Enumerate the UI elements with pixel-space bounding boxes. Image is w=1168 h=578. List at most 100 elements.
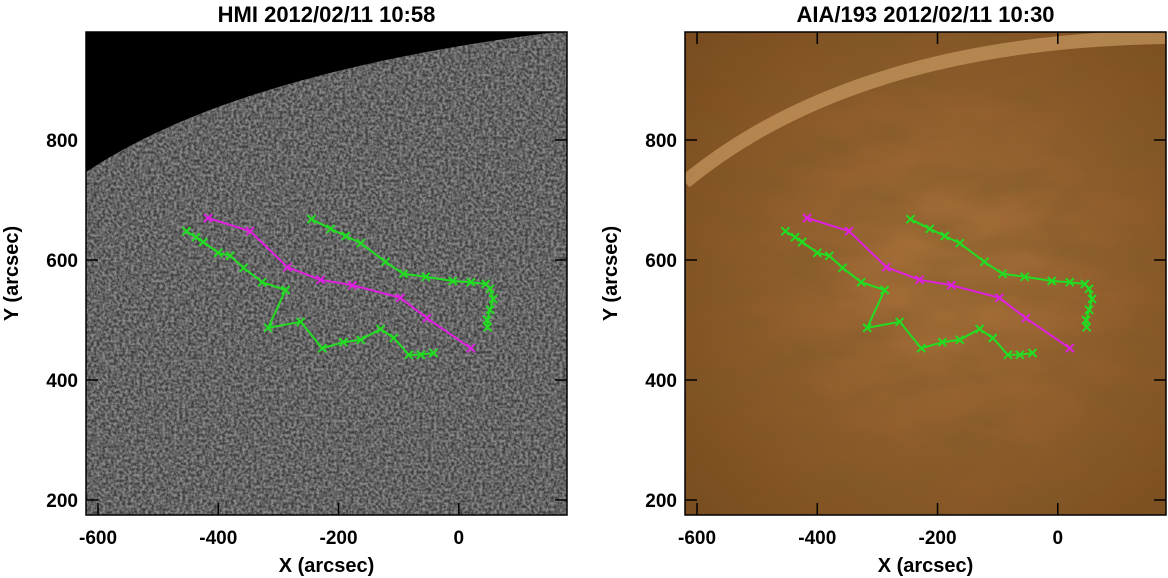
y-tick-label: 400 [46,371,78,392]
trace-marker [824,251,835,261]
image [685,32,1166,515]
y-tick-label: 200 [46,491,78,512]
trace-marker [404,350,414,360]
y-axis-label: Y (arcsec) [1,226,23,321]
trace-marker [879,285,890,295]
trace-marker [1020,272,1030,282]
trace-marker [420,272,431,282]
trace-marker [925,224,935,234]
trace-marker [894,317,905,327]
y-tick-label: 400 [645,371,677,392]
trace-marker [1065,343,1075,353]
trace-marker [1021,313,1031,323]
trace-marker [988,333,998,343]
trace-marker [940,231,950,241]
trace-marker [326,224,336,234]
trace-marker [946,280,957,290]
trace-marker [422,313,432,323]
plot-frame [85,31,568,516]
y-tick-label: 200 [645,491,677,512]
trace-marker [380,257,391,267]
trace-marker [347,280,358,290]
trace-marker [856,277,866,287]
trace-marker [263,323,273,333]
trace-marker [213,248,223,258]
image [86,32,567,515]
chart-title: AIA/193 2012/02/11 10:30 [796,2,1054,27]
trace-marker [1081,322,1092,332]
trace-marker [306,214,317,224]
off-limb [86,32,556,172]
x-tick-label: -200 [919,528,957,549]
y-tick-label: 800 [46,131,78,152]
trace-marker [356,335,366,345]
trace-marker [338,337,349,347]
trace-marker [937,337,948,347]
chart-title: HMI 2012/02/11 10:58 [218,2,436,27]
euv-texture [685,32,1166,515]
trace-marker [844,226,854,236]
trace-marker [1015,350,1025,360]
trace-marker [398,269,409,279]
trace-marker [181,226,192,236]
trace-marker [257,277,267,287]
y-tick-label: 600 [645,251,677,272]
trace-marker [802,213,812,223]
trace-marker [395,293,406,303]
x-tick-label: 0 [453,528,464,549]
trace-marker [466,277,476,287]
trace-marker [356,238,366,248]
x-axis-label: X (arcsec) [279,555,375,577]
x-tick-label: 0 [1052,528,1063,549]
trace-marker [955,335,965,345]
trace-marker [238,263,249,273]
trace-marker [282,262,293,272]
trace-marker [812,248,822,258]
trace-marker [1084,284,1094,294]
x-tick-label: -400 [798,528,836,549]
x-tick-label: -600 [79,528,117,549]
trace-marker [317,343,327,353]
trace-marker [225,251,236,261]
trace-marker [485,284,495,294]
trace-marker [1087,294,1097,304]
trace-marker [994,293,1005,303]
trace-marker [416,350,426,360]
panel: AIA/193 2012/02/11 10:30 X (arcsec) Y (arc… [600,2,1167,577]
trace-marker [448,276,458,286]
trace-marker [295,317,306,327]
trace-marker [1065,277,1075,287]
panel: HMI 2012/02/11 10:58 X (arcsec) Y (arcsec)… [1,2,568,577]
trace-marker [1003,350,1013,360]
trace-marker [837,263,848,273]
trace-marker [797,237,807,247]
trace-marker [979,257,990,267]
trace-marker [955,238,965,248]
y-axis-label: Y (arcsec) [600,226,622,321]
trace-marker [191,232,201,242]
trace-marker [203,213,213,223]
trace-marker [790,232,800,242]
trace-marker [1084,305,1094,315]
x-tick-label: -400 [199,528,237,549]
trace-marker [389,333,399,343]
trace-marker [280,285,291,295]
trace-marker [780,226,791,236]
trace-marker [862,323,872,333]
trace-marker [1027,348,1038,358]
trace-marker [905,214,916,224]
trace-marker [466,343,476,353]
trace-marker [914,275,925,285]
x-tick-label: -200 [320,528,358,549]
trace-marker [1047,276,1057,286]
trace-marker [375,324,386,334]
trace-marker [997,269,1008,279]
x-tick-label: -600 [678,528,716,549]
y-tick-label: 800 [645,131,677,152]
trace-marker [315,275,326,285]
trace-marker [428,348,439,358]
trace-marker [198,237,208,247]
trace-marker [341,231,351,241]
y-tick-label: 600 [46,251,78,272]
